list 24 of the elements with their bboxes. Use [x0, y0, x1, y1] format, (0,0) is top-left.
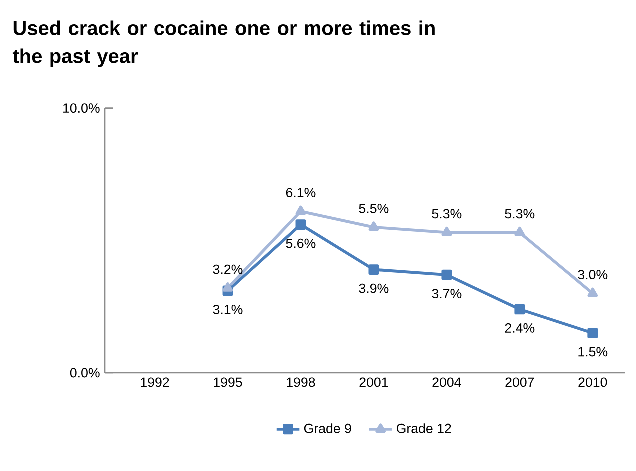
legend-label: Grade 12 — [396, 424, 452, 434]
data-label: 2.4% — [505, 324, 535, 333]
data-label: 3.0% — [578, 270, 608, 280]
data-label: 5.3% — [432, 209, 462, 219]
data-label: 3.1% — [213, 304, 243, 314]
x-tick-label: 1998 — [287, 378, 316, 388]
x-tick-label: 2010 — [578, 378, 608, 388]
y-tick-label: 0.0% — [70, 368, 100, 378]
data-label: 1.5% — [578, 347, 608, 357]
x-tick-label: 1995 — [214, 378, 242, 388]
legend-label: Grade 9 — [304, 424, 352, 434]
chart-title: Used crack or cocaine one or more times in the past year — [12, 20, 435, 68]
data-label: 3.9% — [359, 284, 389, 294]
data-label: 6.1% — [286, 188, 316, 198]
x-tick-label: 2004 — [432, 378, 462, 388]
y-tick-label: 10.0% — [64, 104, 100, 114]
data-label: 5.6% — [286, 238, 316, 248]
data-label: 3.7% — [432, 289, 462, 299]
x-tick-label: 2007 — [506, 378, 534, 388]
x-tick-label: 1992 — [141, 378, 170, 388]
x-tick-label: 2001 — [360, 378, 388, 388]
data-label: 3.2% — [213, 264, 243, 274]
data-label: 5.5% — [359, 204, 389, 214]
data-label: 5.3% — [505, 209, 535, 219]
